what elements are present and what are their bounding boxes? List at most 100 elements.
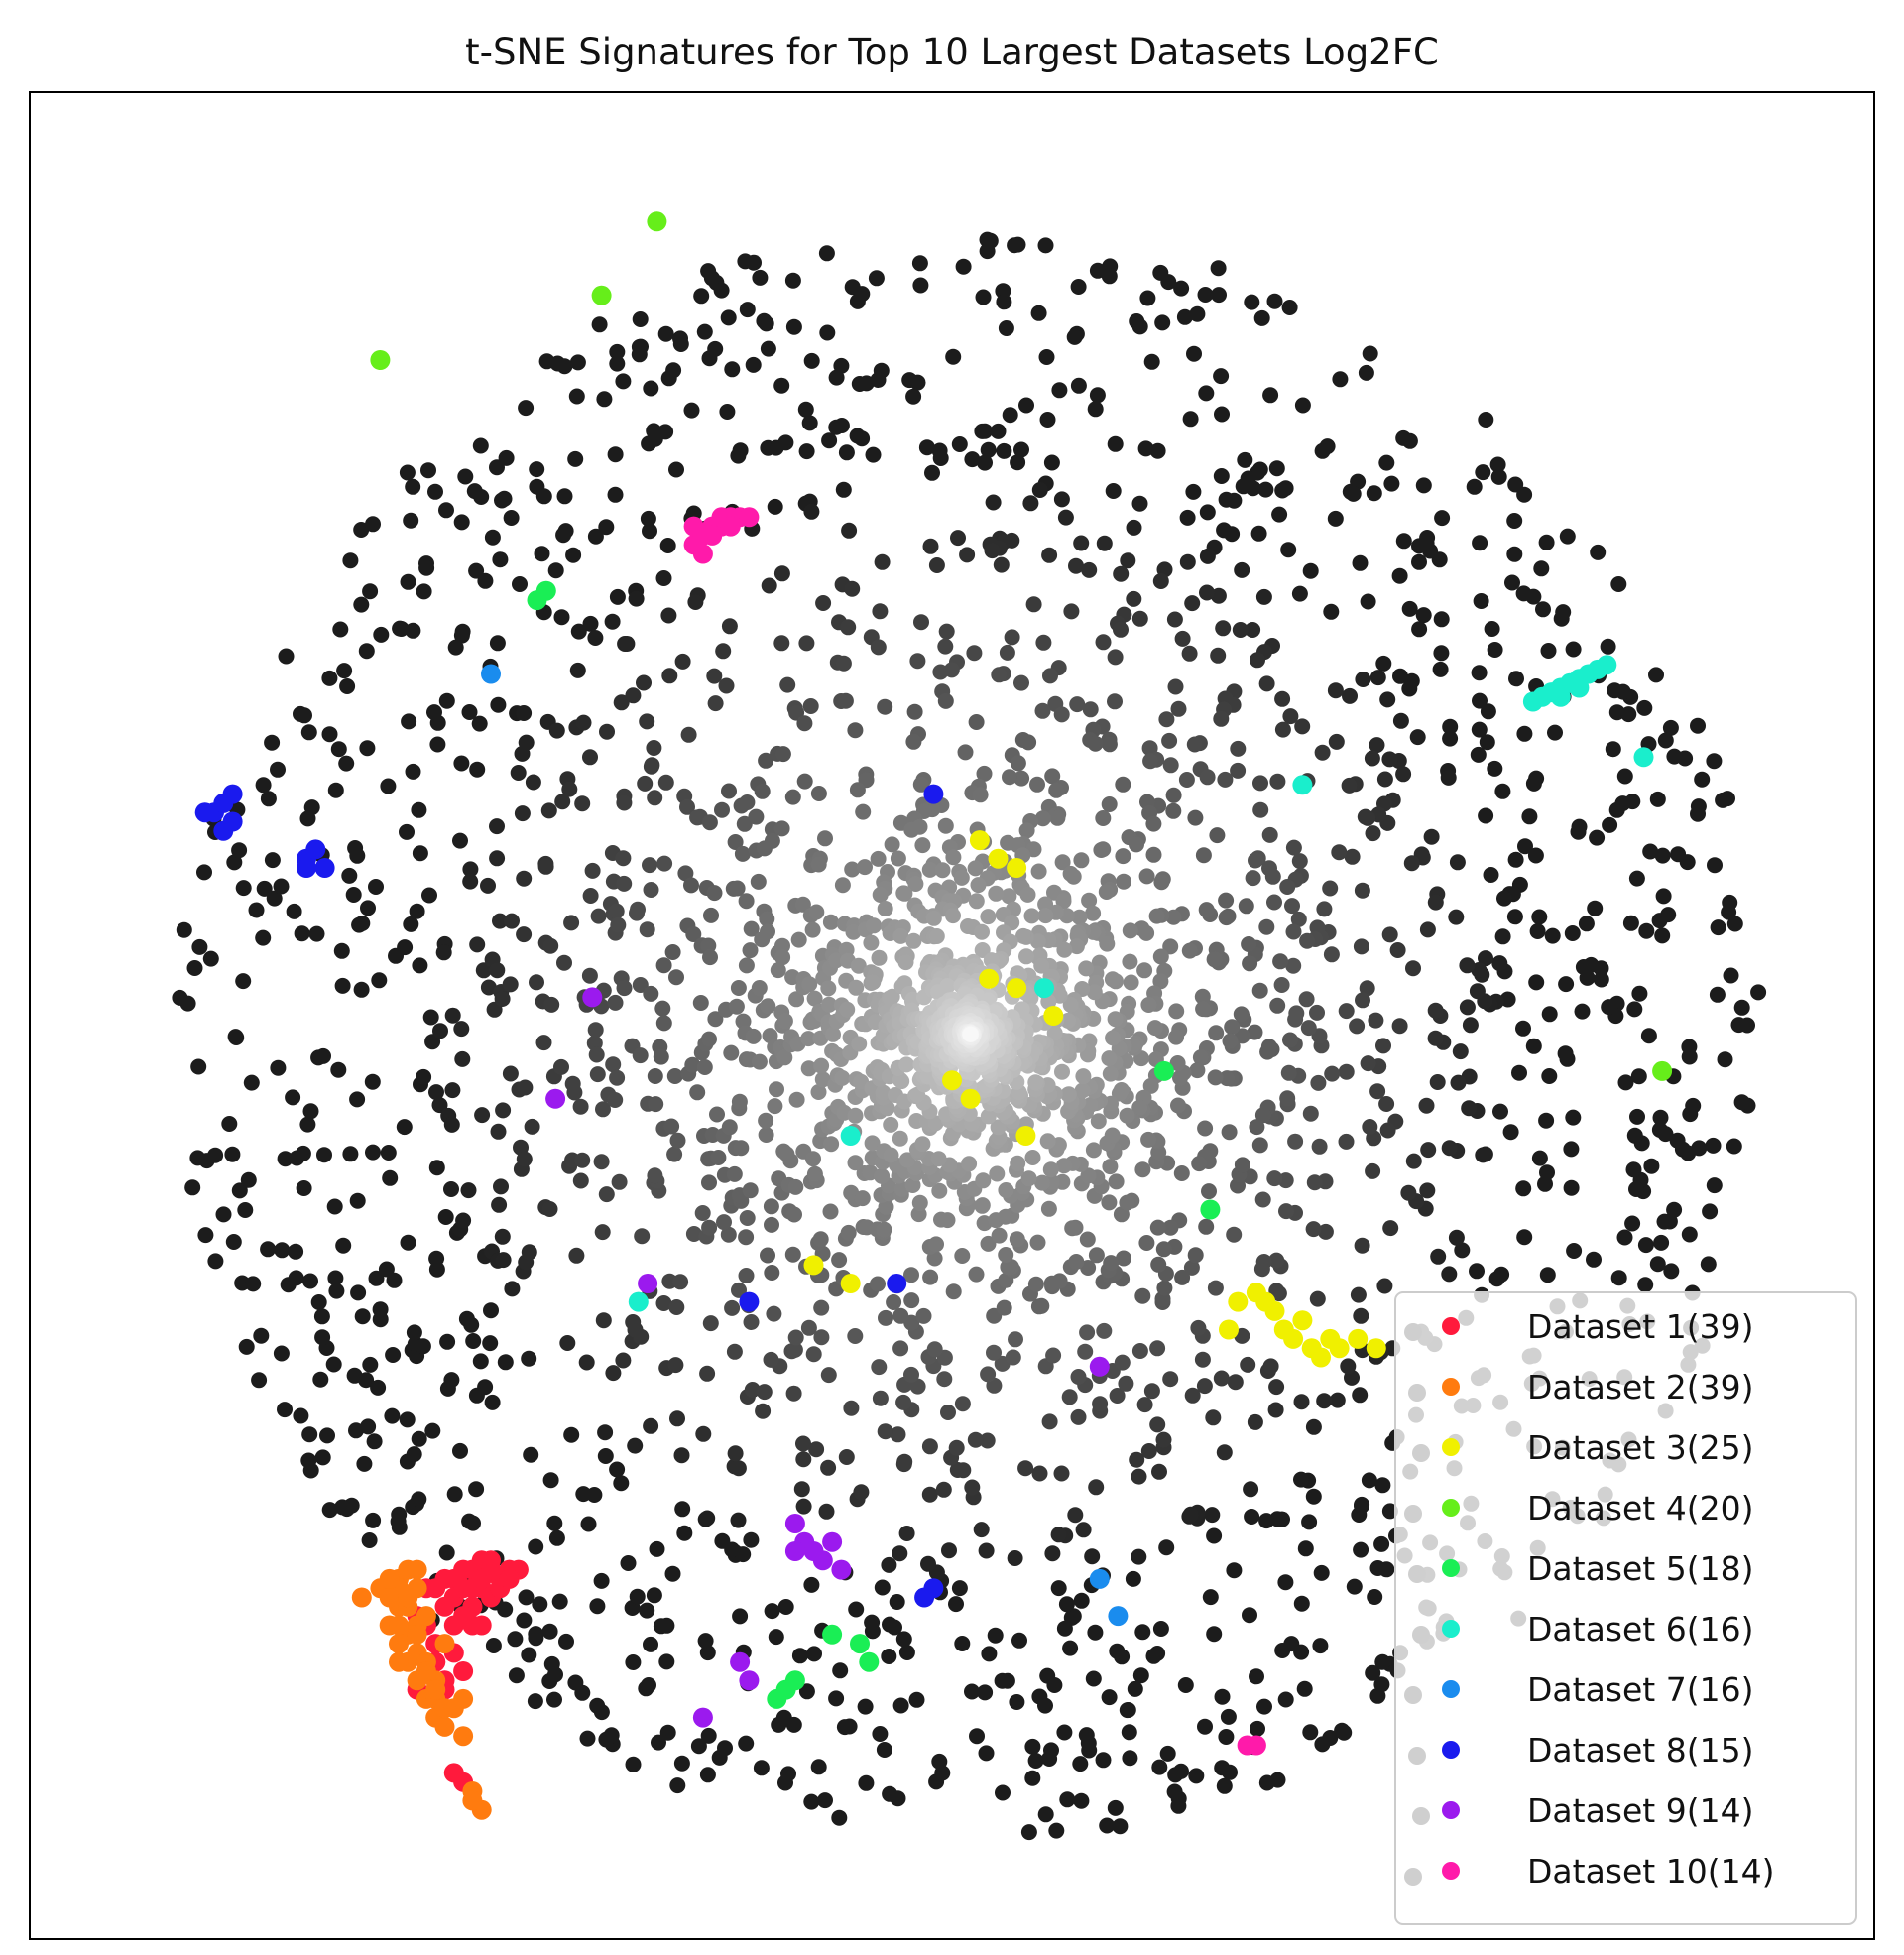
background-point — [1218, 910, 1235, 926]
background-point — [847, 1107, 864, 1124]
background-point — [793, 1481, 810, 1498]
background-point — [1054, 854, 1071, 871]
background-point — [1322, 1730, 1339, 1746]
data-point — [822, 1531, 843, 1552]
background-point — [207, 1147, 224, 1163]
background-point — [1649, 791, 1666, 807]
background-point — [1327, 510, 1344, 527]
background-point — [371, 972, 388, 989]
background-point — [924, 464, 940, 481]
background-point — [353, 596, 370, 613]
background-point — [683, 402, 700, 419]
data-point — [545, 1088, 566, 1109]
background-point — [1535, 601, 1551, 618]
background-point — [226, 854, 243, 871]
background-point — [1391, 567, 1408, 584]
legend-label: Dataset 7(16) — [1527, 1670, 1753, 1709]
background-point — [1285, 923, 1302, 940]
background-point — [766, 1305, 782, 1322]
background-point — [302, 1273, 318, 1289]
background-point — [1118, 1375, 1134, 1392]
background-point — [1057, 509, 1074, 526]
background-point — [1707, 857, 1723, 874]
background-point — [1084, 1548, 1101, 1565]
background-point — [1099, 935, 1116, 952]
background-point — [428, 1250, 445, 1267]
background-point — [327, 1270, 344, 1286]
background-point — [1043, 1275, 1060, 1291]
background-point — [1251, 982, 1268, 999]
background-point — [1252, 775, 1268, 792]
background-point — [964, 1683, 980, 1700]
background-point — [864, 1614, 881, 1631]
background-point — [673, 1447, 690, 1464]
background-point — [1237, 451, 1253, 468]
background-point — [655, 957, 672, 974]
background-point — [266, 890, 283, 907]
background-point — [1220, 1708, 1237, 1725]
background-point — [1158, 1539, 1175, 1556]
background-point — [1088, 1247, 1105, 1264]
background-point — [980, 441, 997, 458]
background-point — [768, 439, 784, 456]
background-point — [1142, 1077, 1159, 1094]
background-point — [822, 1203, 839, 1220]
background-point — [928, 557, 945, 573]
background-point — [948, 1439, 965, 1456]
background-point — [974, 1197, 991, 1214]
background-point — [245, 1276, 262, 1292]
background-point — [333, 942, 350, 959]
background-point — [1323, 946, 1340, 963]
background-point — [1277, 1574, 1294, 1591]
background-point — [495, 1252, 512, 1269]
background-point — [453, 755, 470, 772]
background-point — [1121, 1724, 1137, 1741]
background-point — [990, 423, 1007, 439]
background-point — [1637, 1237, 1654, 1254]
background-point — [993, 556, 1010, 573]
background-point — [1353, 938, 1369, 955]
background-point — [1027, 1276, 1044, 1292]
background-point — [446, 1486, 463, 1503]
background-point — [778, 1146, 795, 1162]
background-point — [1170, 1097, 1186, 1114]
data-point — [969, 830, 990, 851]
background-point — [619, 636, 636, 652]
background-point — [692, 995, 709, 1011]
legend-marker — [1442, 1680, 1460, 1698]
background-point — [969, 1728, 985, 1745]
background-point — [1360, 1055, 1376, 1072]
background-point — [604, 613, 621, 630]
background-point — [658, 1653, 675, 1670]
background-point — [301, 1426, 318, 1443]
background-point — [595, 1312, 612, 1329]
background-point — [1202, 1589, 1219, 1606]
background-point — [528, 1538, 544, 1555]
legend-marker — [1442, 1620, 1460, 1638]
background-point — [1101, 736, 1118, 753]
background-point — [1419, 1182, 1436, 1199]
background-point — [1651, 913, 1668, 929]
background-point — [1538, 1112, 1555, 1129]
background-point — [694, 1205, 711, 1221]
background-point — [828, 419, 845, 435]
background-point — [828, 369, 845, 386]
background-point — [643, 1417, 659, 1434]
background-point — [714, 801, 730, 818]
background-point — [221, 1116, 238, 1132]
data-point — [638, 1274, 658, 1293]
background-point — [895, 1394, 912, 1410]
background-point — [931, 1753, 948, 1770]
background-point — [735, 1546, 752, 1563]
background-point — [1208, 1025, 1225, 1041]
background-point — [1130, 1548, 1147, 1565]
background-point — [1060, 1012, 1076, 1029]
background-point — [774, 746, 791, 763]
background-point — [1174, 630, 1191, 647]
background-point — [684, 1056, 701, 1073]
background-point — [699, 1365, 716, 1382]
background-point — [1587, 900, 1604, 916]
background-point — [1302, 562, 1319, 579]
background-point — [798, 635, 815, 652]
background-point — [1531, 1150, 1548, 1166]
